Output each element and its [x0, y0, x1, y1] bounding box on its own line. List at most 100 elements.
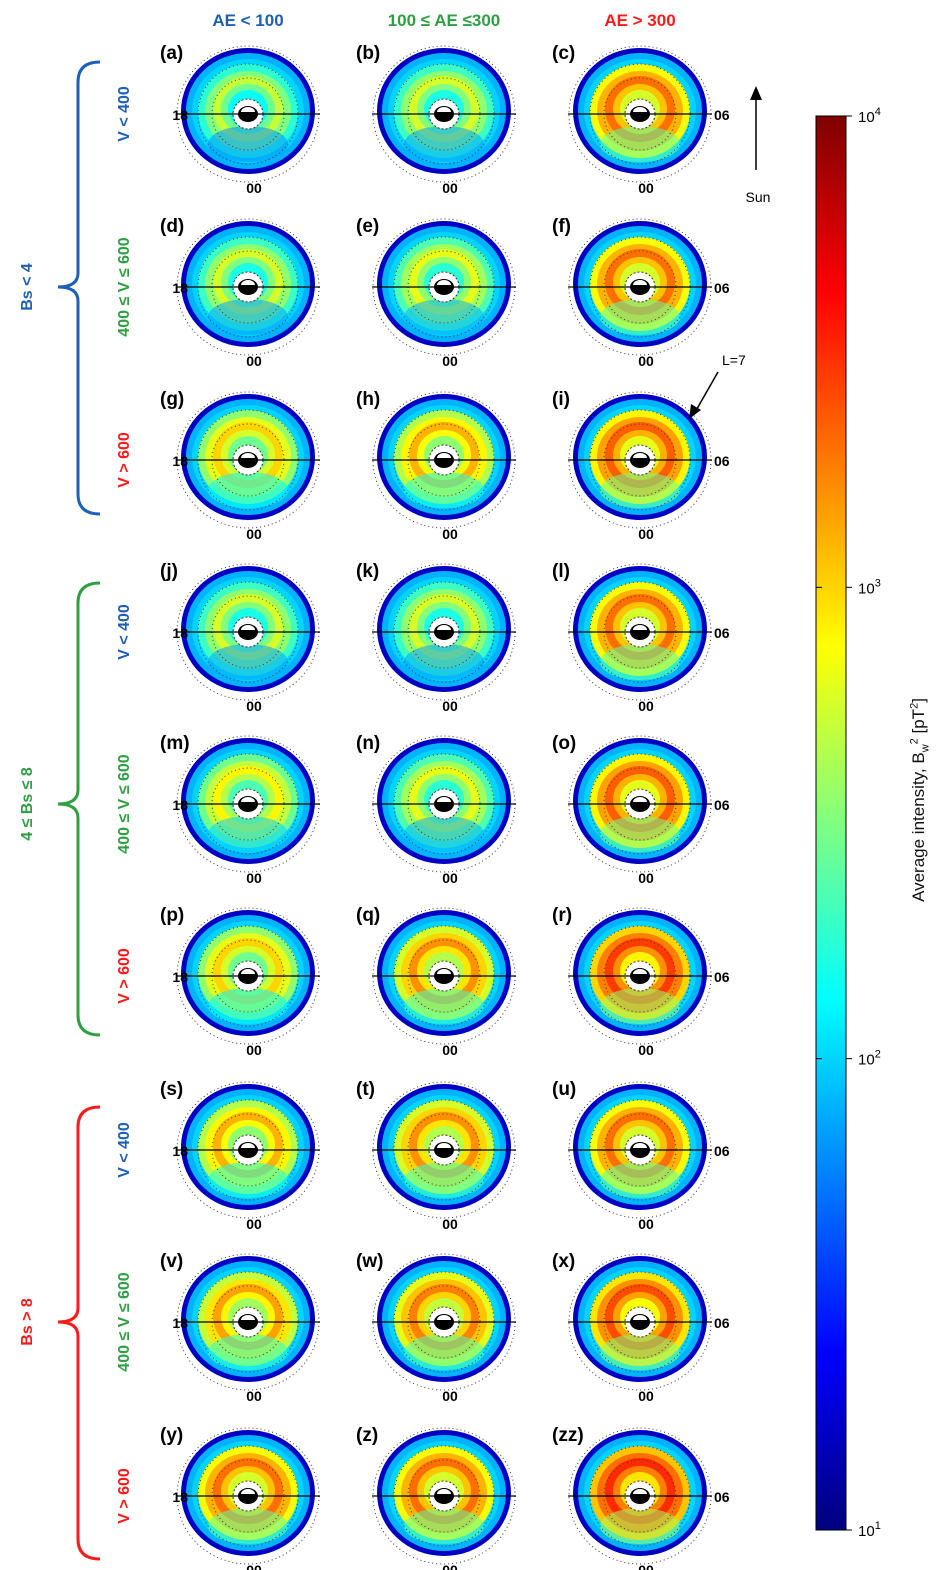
- panel-label: (h): [356, 389, 380, 410]
- earth-dayside: [437, 797, 451, 802]
- v-row-label: V > 600: [116, 432, 133, 488]
- dial-panel: (h) 00: [356, 389, 516, 542]
- dial-panel: (j) 18 00: [160, 561, 320, 714]
- panel-label: (c): [552, 43, 575, 64]
- bs-group-brace: [57, 60, 101, 516]
- mlt-label-midnight: 00: [638, 1562, 654, 1570]
- mlt-label-dusk: 18: [172, 1315, 188, 1331]
- earth-dayside: [437, 1489, 451, 1494]
- mlt-label-dusk: 18: [172, 969, 188, 985]
- mlt-label-midnight: 00: [442, 698, 458, 714]
- column-header: AE < 100: [212, 11, 283, 30]
- nightside-band: [208, 126, 288, 162]
- nightside-band: [600, 126, 680, 162]
- nightside-band: [208, 816, 288, 852]
- nightside-band: [600, 816, 680, 852]
- panel-label: (q): [356, 905, 380, 926]
- nightside-band: [600, 644, 680, 680]
- earth-dayside: [633, 1143, 647, 1148]
- dial-panel: (m) 18 00: [160, 733, 320, 886]
- mlt-label-dawn: 06: [714, 453, 730, 469]
- nightside-band: [404, 126, 484, 162]
- panel-label: (t): [356, 1079, 375, 1100]
- mlt-label-midnight: 00: [442, 353, 458, 369]
- earth-dayside: [633, 1315, 647, 1320]
- v-row-label: V > 600: [116, 1468, 133, 1524]
- mlt-label-dusk: 18: [172, 625, 188, 641]
- mlt-label-midnight: 00: [638, 1216, 654, 1232]
- dial-panel: (q) 00: [356, 905, 516, 1058]
- panel-label: (e): [356, 216, 379, 237]
- colorbar-bar: [815, 115, 847, 1531]
- colorbar: 104 103 102 101: [815, 106, 881, 1540]
- v-row-label: 400 ≤ V ≤ 600: [116, 1272, 133, 1372]
- dial-panel: (n) 00: [356, 733, 516, 886]
- mlt-label-dusk: 18: [172, 1143, 188, 1159]
- nightside-band: [404, 816, 484, 852]
- mlt-label-dawn: 06: [714, 625, 730, 641]
- mlt-label-dawn: 06: [714, 1489, 730, 1505]
- earth-dayside: [437, 1143, 451, 1148]
- earth-dayside: [633, 1489, 647, 1494]
- panel-label: (m): [160, 733, 190, 754]
- panel-label: (x): [552, 1251, 575, 1272]
- earth-dayside: [437, 453, 451, 458]
- nightside-band: [404, 299, 484, 335]
- earth-dayside: [633, 280, 647, 285]
- dial-panel: (y) 18 00: [160, 1425, 320, 1570]
- earth-dayside: [241, 107, 255, 112]
- panel-label: (y): [160, 1425, 183, 1446]
- mlt-label-midnight: 00: [638, 1388, 654, 1404]
- v-row-label: V < 400: [116, 604, 133, 660]
- mlt-label-midnight: 00: [638, 180, 654, 196]
- v-row-label: V < 400: [116, 86, 133, 142]
- bs-group-label: Bs < 4: [19, 263, 36, 311]
- colorbar-tick-label: 101: [858, 1520, 881, 1540]
- mlt-label-dawn: 06: [714, 1143, 730, 1159]
- column-header: 100 ≤ AE ≤300: [388, 11, 501, 30]
- panel-label: (zz): [552, 1425, 584, 1446]
- nightside-band: [208, 1508, 288, 1544]
- mlt-label-midnight: 00: [442, 1388, 458, 1404]
- nightside-band: [600, 472, 680, 508]
- nightside-band: [208, 644, 288, 680]
- nightside-band: [600, 1334, 680, 1370]
- mlt-label-midnight: 00: [638, 698, 654, 714]
- earth-dayside: [241, 1143, 255, 1148]
- mlt-label-midnight: 00: [442, 526, 458, 542]
- mlt-label-midnight: 00: [442, 180, 458, 196]
- bs-group-label: Bs > 8: [19, 1298, 36, 1346]
- earth-dayside: [437, 280, 451, 285]
- earth-dayside: [437, 107, 451, 112]
- nightside-band: [208, 988, 288, 1024]
- lshell-arrow-head: [689, 404, 701, 419]
- mlt-label-midnight: 00: [638, 870, 654, 886]
- mlt-label-midnight: 00: [442, 1042, 458, 1058]
- mlt-label-midnight: 00: [246, 180, 262, 196]
- panel-label: (i): [552, 389, 570, 410]
- earth-dayside: [241, 625, 255, 630]
- dial-panel: (u) 06 00: [552, 1079, 730, 1232]
- earth-dayside: [633, 797, 647, 802]
- dial-panel: (w) 00: [356, 1251, 516, 1404]
- v-row-label: 400 ≤ V ≤ 600: [116, 237, 133, 337]
- colorbar-tick-label: 103: [858, 577, 881, 597]
- mlt-label-midnight: 00: [442, 1216, 458, 1232]
- bs-group-brace: [57, 581, 101, 1037]
- panel-label: (w): [356, 1251, 383, 1272]
- mlt-label-dawn: 06: [714, 969, 730, 985]
- dial-panel: (t) 00: [356, 1079, 516, 1232]
- panel-label: (n): [356, 733, 380, 754]
- dial-panel: (d) 18 00: [160, 216, 320, 369]
- nightside-band: [600, 1508, 680, 1544]
- nightside-band: [208, 1334, 288, 1370]
- mlt-label-midnight: 00: [638, 353, 654, 369]
- dial-panel: (a) 18 00: [160, 43, 320, 196]
- sun-label: Sun: [746, 189, 771, 205]
- mlt-label-midnight: 00: [246, 870, 262, 886]
- nightside-band: [404, 988, 484, 1024]
- mlt-label-midnight: 00: [442, 1562, 458, 1570]
- panel-label: (v): [160, 1251, 183, 1272]
- column-headers: AE < 100 100 ≤ AE ≤300 AE > 300: [212, 11, 675, 30]
- dial-panel: (zz) 06 00: [552, 1425, 730, 1570]
